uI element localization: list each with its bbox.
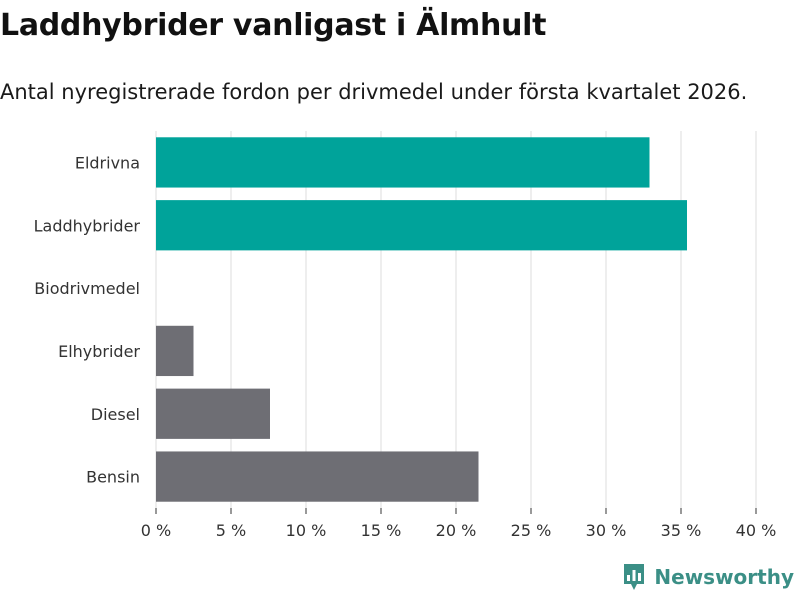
x-axis: 0 % 5 % 10 % 15 % 20 % 25 % 30 % 35 % 40 % xyxy=(141,508,777,540)
x-tick-label: 10 % xyxy=(286,521,327,540)
x-tick-label: 30 % xyxy=(586,521,627,540)
newsworthy-logo-text: Newsworthy xyxy=(654,565,794,589)
bars xyxy=(156,137,687,502)
bar-eldrivna xyxy=(156,137,650,188)
x-tick-label: 20 % xyxy=(436,521,477,540)
x-tick-label: 0 % xyxy=(141,521,171,540)
category-label: Eldrivna xyxy=(75,153,140,172)
category-label: Elhybrider xyxy=(58,342,140,361)
bar-diesel xyxy=(156,388,270,439)
category-label: Diesel xyxy=(91,405,140,424)
newsworthy-logo-icon xyxy=(624,564,645,590)
x-tick-label: 40 % xyxy=(736,521,777,540)
gridlines xyxy=(155,131,757,508)
bar-elhybrider xyxy=(156,325,194,377)
x-tick-label: 35 % xyxy=(661,521,702,540)
category-label: Bensin xyxy=(86,468,140,487)
chart-subtitle: Antal nyregistrerade fordon per drivmede… xyxy=(0,80,748,104)
bar-bensin xyxy=(156,451,479,502)
category-label: Laddhybrider xyxy=(34,216,141,235)
x-tick-label: 5 % xyxy=(216,521,246,540)
category-labels: Eldrivna Laddhybrider Biodrivmedel Elhybrid… xyxy=(34,153,141,486)
newsworthy-logo: Newsworthy xyxy=(622,562,794,592)
x-tick-label: 25 % xyxy=(511,521,552,540)
x-tick-label: 15 % xyxy=(361,521,402,540)
bar-laddhybrider xyxy=(156,200,687,251)
category-label: Biodrivmedel xyxy=(34,279,140,298)
chart-title: Laddhybrider vanligast i Älmhult xyxy=(0,8,547,43)
